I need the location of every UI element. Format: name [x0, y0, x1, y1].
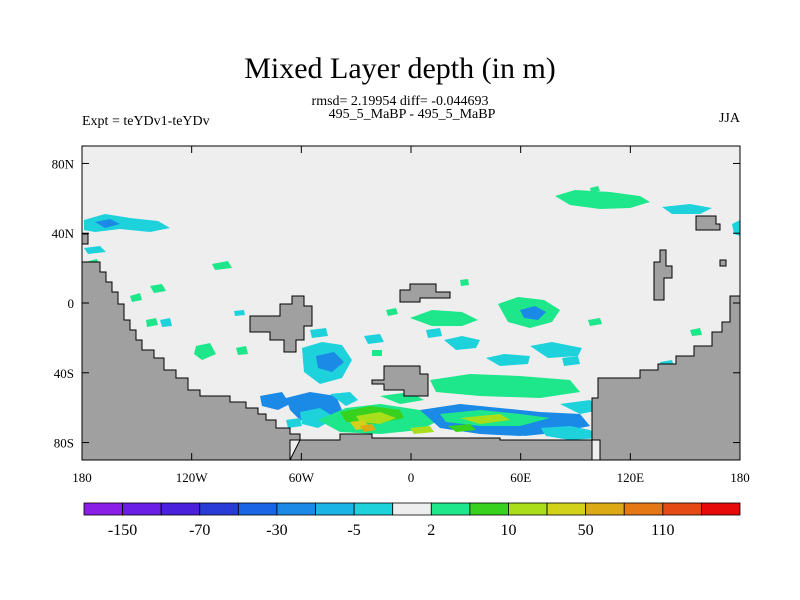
colorbar-swatch — [276, 502, 316, 516]
x-tick-label: 60W — [289, 470, 315, 485]
land-west-edge — [82, 233, 89, 245]
colorbar-label: 110 — [651, 522, 674, 539]
field-patch — [460, 414, 510, 424]
field-patch — [530, 342, 582, 358]
field-patch — [310, 328, 328, 338]
field-patch — [426, 328, 442, 338]
colorbar-swatch — [160, 502, 201, 516]
colorbar-swatch — [585, 502, 625, 516]
season-label: JJA — [719, 111, 741, 126]
y-tick-label: 40N — [52, 226, 75, 241]
x-tick-label: 60E — [510, 470, 531, 485]
land-pacific-narrow — [653, 249, 673, 301]
field-patch — [386, 308, 398, 316]
field-patch — [448, 424, 476, 432]
colorbar-swatch — [353, 502, 394, 516]
field-patch — [410, 426, 434, 434]
field-patch — [662, 204, 712, 214]
field-patch — [520, 426, 544, 436]
colorbar-swatch — [662, 502, 702, 516]
field-patch — [330, 392, 358, 406]
chart-subtitle: rmsd= 2.19954 diff= -0.044693 — [311, 94, 489, 109]
colorbar-swatch — [508, 502, 548, 516]
colorbar-swatch — [623, 502, 664, 516]
y-tick-label: 40S — [54, 366, 74, 381]
field-patch — [286, 418, 302, 428]
colorbar-label: -30 — [266, 522, 287, 539]
field-patch — [486, 354, 530, 366]
colorbar-label: -150 — [108, 522, 137, 539]
field-patch — [690, 328, 702, 336]
expt-label: Expt = teYDv1-teYDv — [82, 114, 210, 129]
colorbar-label: 50 — [578, 522, 594, 539]
colorbar-label: 10 — [500, 522, 516, 539]
field-patch — [555, 190, 650, 209]
colorbar-label: -70 — [189, 522, 210, 539]
x-tick-label: 0 — [408, 470, 415, 485]
field-patch — [360, 424, 376, 432]
field-patch — [160, 318, 172, 327]
x-tick-label: 120W — [176, 470, 209, 485]
land-americas — [82, 261, 301, 460]
field-patch — [460, 279, 469, 286]
field-patch — [146, 318, 158, 327]
land-australia — [371, 365, 429, 397]
period-label: 495_5_MaBP - 495_5_MaBP — [329, 107, 496, 122]
field-patch — [430, 374, 580, 398]
field-patch — [732, 220, 740, 236]
chart-title: Mixed Layer depth (in m) — [244, 52, 556, 85]
field-patch — [130, 293, 142, 302]
y-tick-label: 80N — [52, 156, 75, 171]
field-patch — [410, 310, 478, 326]
land-antarctic-east — [591, 295, 740, 460]
anomaly-field — [84, 186, 740, 440]
field-patch — [95, 219, 120, 228]
colorbar-swatch — [430, 502, 471, 516]
colorbar-swatch — [83, 502, 123, 516]
land-pacific-island — [695, 215, 721, 231]
field-patch — [194, 343, 216, 360]
y-tick-label: 0 — [68, 296, 75, 311]
x-tick-label: 180 — [730, 470, 750, 485]
field-patch — [236, 346, 248, 355]
colorbar-label: -5 — [347, 522, 360, 539]
colorbar-swatch — [237, 502, 278, 516]
colorbar-swatch — [701, 502, 741, 516]
field-patch — [260, 392, 290, 410]
field-patch — [560, 400, 600, 414]
field-patch — [356, 412, 396, 424]
land-indian-island — [399, 283, 451, 303]
colorbar-swatch — [546, 502, 587, 516]
colorbar-swatch — [392, 502, 432, 516]
land-mask — [82, 215, 740, 460]
field-patch — [316, 352, 344, 372]
field-patch — [444, 336, 480, 350]
field-patch — [234, 310, 245, 316]
land-antarctic-strip — [289, 433, 593, 460]
land-east-edge — [719, 259, 727, 267]
field-patch — [520, 306, 546, 320]
field-patch — [590, 186, 600, 192]
colorbar-swatch — [199, 502, 239, 516]
field-patch — [588, 318, 602, 326]
field-patch — [212, 261, 232, 270]
field-patch — [372, 350, 382, 356]
field-patch — [84, 246, 106, 254]
land-africa — [249, 295, 313, 353]
field-patch — [150, 284, 166, 293]
colorbar-swatch — [469, 502, 509, 516]
colorbar-swatch — [315, 502, 355, 516]
field-patch — [562, 356, 580, 366]
y-tick-label: 80S — [54, 436, 74, 451]
x-tick-label: 120E — [617, 470, 645, 485]
field-patch — [540, 426, 600, 440]
field-patch — [364, 334, 384, 344]
x-tick-label: 180 — [72, 470, 92, 485]
colorbar-label: 2 — [427, 522, 435, 539]
colorbar-swatch — [122, 502, 162, 516]
